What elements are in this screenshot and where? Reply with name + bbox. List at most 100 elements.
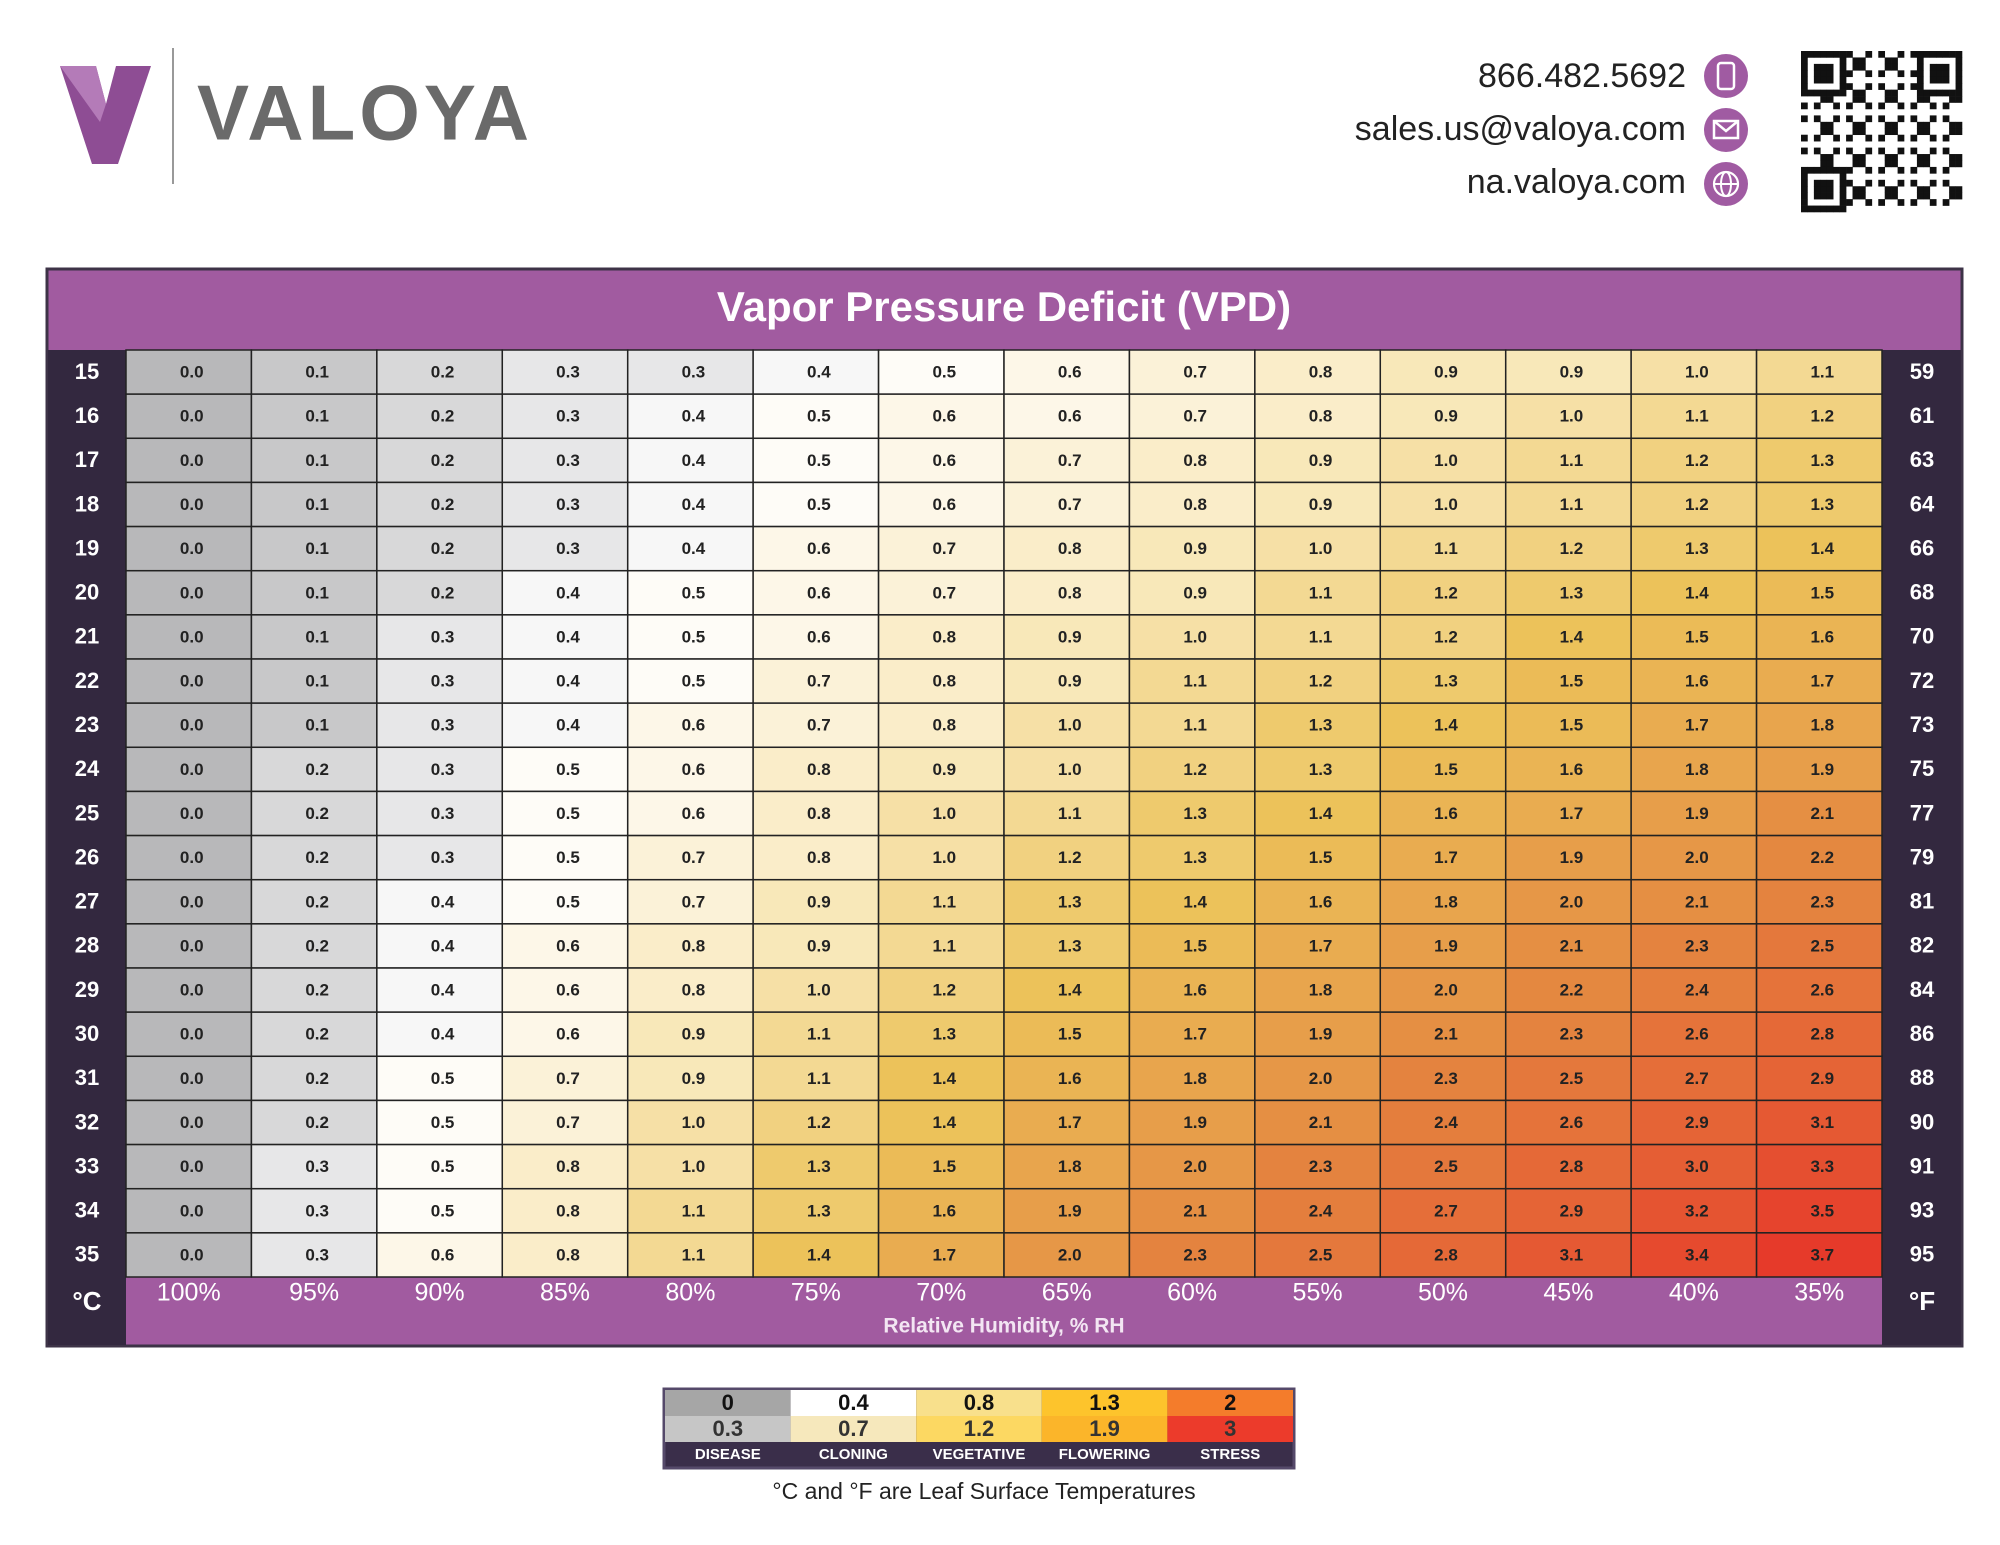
qr-module [1846, 134, 1853, 142]
humidity-label: 65% [1042, 1279, 1092, 1307]
vpd-value: 1.5 [1058, 1025, 1082, 1044]
qr-module [1942, 147, 1950, 155]
humidity-label: 80% [665, 1279, 715, 1307]
vpd-value: 0.5 [807, 495, 831, 514]
qr-module [1813, 147, 1821, 155]
brand: VALOYA [197, 69, 533, 157]
vpd-value: 0.3 [431, 672, 455, 691]
vpd-value: 2.5 [1309, 1245, 1333, 1264]
vpd-value: 0.3 [431, 804, 455, 823]
vpd-value: 1.3 [1183, 804, 1207, 823]
qr-module [1801, 70, 1808, 78]
vpd-cell [1630, 1099, 1758, 1146]
vpd-cell [752, 790, 880, 837]
vpd-value: 0.3 [682, 363, 706, 382]
qr-module [1929, 166, 1937, 174]
vpd-value: 2.0 [1309, 1069, 1333, 1088]
qr-module [1910, 70, 1918, 78]
qr-module [1852, 154, 1860, 161]
vpd-value: 3.0 [1685, 1157, 1709, 1176]
vpd-cell [125, 437, 253, 484]
phone-glyph [1716, 61, 1736, 91]
qr-module [1820, 192, 1828, 200]
vpd-value: 0.4 [556, 583, 580, 602]
vpd-cell [1128, 481, 1256, 528]
legend-swatch-high [1167, 1416, 1293, 1442]
vpd-value: 0.4 [807, 363, 831, 382]
legend-swatch-high [1041, 1416, 1168, 1442]
celsius-value: 21 [75, 624, 99, 649]
vpd-value: 1.0 [932, 804, 956, 823]
qr-module [1916, 83, 1924, 90]
vpd-cell [125, 1099, 253, 1146]
qr-module [1916, 76, 1924, 84]
contact-icons [1704, 54, 1748, 206]
humidity-label: 85% [540, 1279, 590, 1307]
legend-swatch-high [665, 1416, 791, 1442]
vpd-value: 0.8 [1309, 407, 1333, 426]
vpd-value: 2.2 [1560, 981, 1584, 1000]
vpd-value: 1.2 [1058, 848, 1082, 867]
celsius-value: 23 [75, 712, 99, 737]
vpd-value: 1.0 [1434, 451, 1458, 470]
qr-module [1833, 147, 1840, 155]
qr-module [1884, 128, 1892, 136]
vpd-value: 0.6 [556, 1025, 580, 1044]
email-glyph [1712, 119, 1740, 140]
fahrenheit-value: 75 [1910, 756, 1934, 781]
vpd-value: 1.8 [1309, 981, 1333, 1000]
vpd-value: 2.4 [1309, 1201, 1333, 1220]
vpd-value: 0.0 [180, 539, 204, 558]
fahrenheit-value: 88 [1910, 1065, 1934, 1090]
qr-module [1865, 179, 1873, 187]
vpd-value: 0.7 [807, 716, 831, 735]
qr-module [1897, 70, 1905, 78]
qr-module [1858, 57, 1866, 65]
celsius-value: 25 [75, 800, 99, 825]
vpd-cell [501, 658, 629, 704]
qr-module [1910, 102, 1918, 110]
fahrenheit-value: 63 [1910, 447, 1934, 472]
vpd-value: 0.0 [180, 1069, 204, 1088]
qr-module [1955, 128, 1963, 136]
celsius-label: °C [72, 1286, 101, 1316]
vpd-cell [1504, 481, 1632, 528]
qr-module [1955, 96, 1963, 103]
vpd-cell [376, 569, 504, 616]
vpd-value: 0.2 [305, 981, 329, 1000]
celsius-value: 27 [75, 889, 99, 914]
vpd-cell [1755, 1187, 1883, 1234]
vpd-cell [1504, 1232, 1632, 1278]
phone-icon [1704, 54, 1748, 98]
vpd-cell [1003, 569, 1131, 616]
vpd-value: 2.7 [1685, 1069, 1709, 1088]
qr-module [1942, 115, 1950, 123]
vpd-value: 2.0 [1058, 1245, 1082, 1264]
vpd-value: 1.2 [1685, 495, 1709, 514]
celsius-value: 35 [75, 1242, 99, 1267]
vpd-value: 2.9 [1685, 1113, 1709, 1132]
vpd-value: 0.4 [431, 981, 455, 1000]
vpd-value: 0.6 [431, 1245, 455, 1264]
vpd-cell [501, 923, 629, 969]
vpd-value: 2.3 [1685, 936, 1709, 955]
legend-low: 0.8 [964, 1390, 995, 1415]
fahrenheit-value: 77 [1910, 800, 1934, 825]
vpd-value: 0.0 [180, 936, 204, 955]
vpd-value: 1.3 [1810, 451, 1834, 470]
qr-module [1839, 70, 1847, 78]
vpd-cell [877, 437, 1005, 484]
vpd-value: 1.5 [1810, 583, 1834, 602]
vpd-value: 0.8 [1183, 451, 1207, 470]
qr-module [1801, 51, 1808, 58]
legend-label: FLOWERING [1059, 1446, 1151, 1463]
vpd-value: 0.6 [1058, 407, 1082, 426]
qr-module [1807, 89, 1815, 97]
qr-module [1833, 51, 1840, 58]
vpd-value: 2.3 [1309, 1157, 1333, 1176]
qr-module [1942, 63, 1950, 71]
fahrenheit-value: 66 [1910, 535, 1934, 560]
vpd-value: 0.5 [807, 407, 831, 426]
vpd-value: 2.1 [1434, 1025, 1458, 1044]
vpd-value: 1.8 [1685, 760, 1709, 779]
